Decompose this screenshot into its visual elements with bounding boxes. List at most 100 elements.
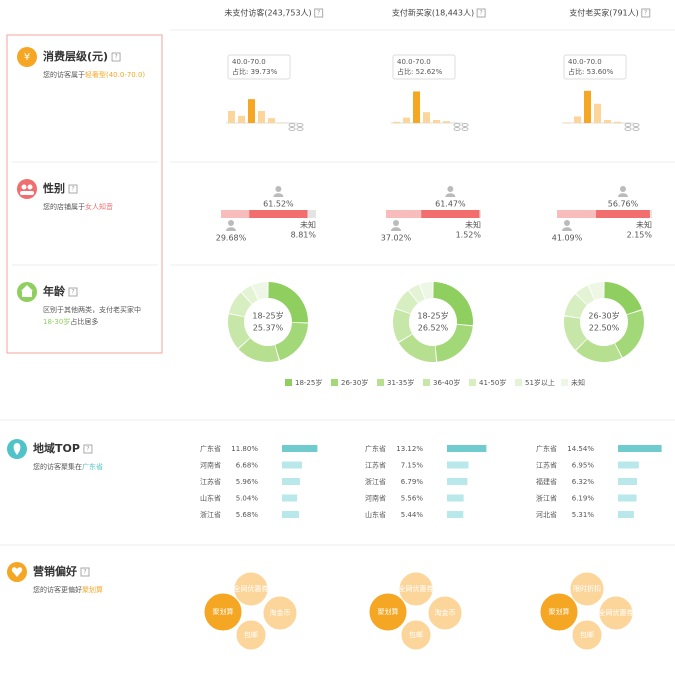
bubble-label: 全网优惠券: [234, 584, 269, 593]
age-segment: [576, 339, 622, 362]
female-share: 56.76%: [608, 200, 639, 209]
region-bar: [447, 511, 464, 518]
male-share: 41.09%: [552, 234, 583, 243]
highlight-frame: [6, 34, 163, 354]
section-desc: 您的访客属于轻奢型(40.0-70.0): [43, 70, 145, 79]
age-segment: [241, 285, 258, 304]
desc-highlight: 18-30岁: [43, 317, 70, 326]
bar: [423, 112, 430, 123]
province-share: 6.19%: [572, 495, 595, 503]
center-label: 18-25岁: [252, 311, 283, 321]
region-bar: [447, 478, 468, 485]
bubble: [569, 571, 605, 607]
bubble: [400, 619, 432, 651]
bar: [564, 122, 571, 123]
age-segment: [604, 282, 642, 315]
province: 河南省: [365, 494, 386, 503]
bar: [433, 120, 440, 123]
legend-label: 26-30岁: [341, 378, 368, 387]
desc-highlight: 聚划算: [82, 585, 103, 594]
coin-icon: [632, 123, 640, 127]
bubble-label: 包邮: [580, 630, 594, 639]
help-mark: ?: [71, 289, 74, 296]
gender-segment: [421, 210, 480, 218]
center-label: 18-25岁: [417, 311, 448, 321]
gender-segment: [307, 210, 317, 218]
bar: [278, 122, 285, 123]
desc-text: 区别于其他两类，支付老买家中: [43, 305, 141, 314]
province: 广东省: [536, 444, 557, 453]
help-icon: [476, 8, 486, 18]
province-share: 7.15%: [401, 462, 424, 470]
bubble: [233, 571, 269, 607]
column-header: 未支付访客(243,753人): [224, 8, 311, 18]
unknown-label: 未知: [465, 220, 481, 230]
desc-text: 占比居多: [70, 317, 98, 326]
person-icon: [445, 193, 456, 197]
icon-gender: [17, 179, 37, 199]
province: 浙江省: [200, 510, 221, 519]
tooltip: [563, 54, 627, 80]
help-icon: [68, 287, 78, 297]
legend-label: 51岁以上: [525, 378, 555, 387]
age-segment: [435, 324, 473, 362]
bubble-label: 全网优惠券: [599, 608, 634, 617]
age-segment: [588, 282, 604, 300]
province-share: 5.96%: [236, 478, 259, 486]
coin-icon: [624, 127, 632, 131]
region-bar: [447, 494, 464, 502]
bubble: [571, 619, 603, 651]
gender-segment: [386, 210, 422, 218]
bar: [228, 111, 235, 123]
bubble: [539, 592, 579, 632]
bubble-label: 全网优惠券: [399, 584, 434, 593]
bubble: [262, 595, 298, 631]
region-bar: [618, 494, 637, 502]
desc-highlight: 广东省: [82, 462, 103, 471]
bubble: [398, 571, 434, 607]
region-bar: [618, 445, 662, 452]
region-bar: [447, 461, 469, 469]
help-mark: ?: [114, 54, 117, 61]
province: 江苏省: [536, 461, 557, 470]
person-icon: [393, 220, 399, 226]
coin-icon: [461, 127, 469, 131]
legend-swatch: [515, 379, 522, 386]
age-segment: [275, 322, 308, 361]
province-share: 5.44%: [401, 511, 424, 519]
legend-swatch: [423, 379, 430, 386]
age-segment: [615, 310, 644, 358]
unknown-share: 1.52%: [456, 231, 482, 240]
bubble: [203, 592, 243, 632]
age-segment: [393, 308, 413, 342]
gender-segment: [479, 210, 482, 218]
region-bar: [618, 461, 639, 469]
help-icon: [111, 52, 121, 62]
region-bar: [282, 494, 298, 502]
desc-text: 您的访客更偏好: [33, 585, 82, 594]
bar: [248, 99, 255, 123]
bubble: [368, 592, 408, 632]
age-segment: [238, 338, 279, 363]
content: 未支付访客(243,753人)? 支付新买家(18,443人)? 支付老买家(791…: [33, 8, 662, 651]
unknown-label: 未知: [636, 220, 652, 230]
region-bar: [618, 511, 634, 518]
coin-icon: [453, 123, 461, 127]
bubble-label: 包邮: [244, 630, 258, 639]
bubble: [427, 595, 463, 631]
bubble-label: 聚划算: [213, 607, 234, 616]
help-mark: ?: [83, 569, 86, 576]
bar: [413, 91, 420, 123]
tooltip-share: 占比: 39.73%: [232, 67, 278, 76]
legend-swatch: [469, 379, 476, 386]
province: 河南省: [200, 461, 221, 470]
help-mark: ?: [71, 186, 74, 193]
tooltip-share: 占比: 53.60%: [568, 67, 614, 76]
age-segment: [229, 292, 252, 317]
person-icon: [447, 186, 454, 192]
unknown-label: 未知: [300, 220, 316, 230]
province-share: 11.80%: [231, 445, 258, 453]
legend-label: 41-50岁: [479, 378, 506, 387]
coin-icon: [288, 123, 296, 127]
